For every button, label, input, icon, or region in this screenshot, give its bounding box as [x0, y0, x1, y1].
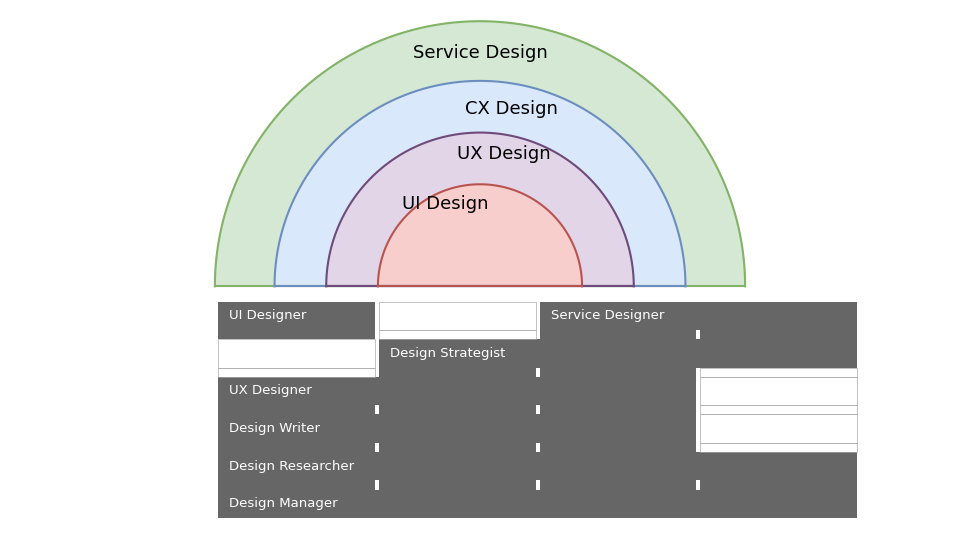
Bar	[218, 480, 374, 490]
Bar	[218, 368, 374, 377]
Bar	[378, 443, 536, 452]
Bar	[218, 339, 374, 368]
Bar	[218, 377, 697, 405]
Polygon shape	[326, 132, 634, 286]
Text: UX Design: UX Design	[457, 145, 551, 163]
Bar	[701, 377, 857, 405]
Polygon shape	[378, 184, 582, 286]
Bar	[378, 480, 536, 490]
Bar	[701, 414, 857, 443]
Bar	[378, 330, 536, 339]
Bar	[701, 480, 857, 490]
Text: Service Designer: Service Designer	[551, 309, 664, 322]
Bar	[540, 480, 697, 490]
Bar	[701, 330, 857, 339]
Text: Service Design: Service Design	[413, 44, 547, 62]
Bar	[701, 443, 857, 452]
Bar	[218, 490, 857, 518]
Text: CX Design: CX Design	[466, 100, 559, 118]
Bar	[540, 330, 697, 339]
Bar	[218, 414, 697, 443]
Bar	[701, 405, 857, 414]
Bar	[218, 405, 374, 414]
Bar	[701, 414, 857, 443]
Text: UI Designer: UI Designer	[229, 309, 307, 322]
Bar	[378, 368, 536, 377]
Text: Design Strategist: Design Strategist	[390, 347, 506, 360]
Bar	[540, 405, 697, 414]
Bar	[218, 368, 374, 377]
Text: Design Writer: Design Writer	[229, 422, 321, 435]
Bar	[701, 377, 857, 405]
Bar	[218, 330, 374, 339]
Bar	[701, 405, 857, 414]
Bar	[701, 443, 857, 452]
Text: UI Design: UI Design	[402, 195, 489, 213]
Polygon shape	[275, 81, 685, 286]
Polygon shape	[215, 21, 745, 286]
Text: Design Manager: Design Manager	[229, 497, 338, 510]
Bar	[378, 330, 536, 339]
Bar	[701, 368, 857, 377]
Bar	[378, 339, 857, 368]
Bar	[540, 443, 697, 452]
Bar	[540, 302, 857, 330]
Bar	[218, 339, 374, 368]
Bar	[218, 452, 857, 480]
Bar	[540, 368, 697, 377]
Bar	[378, 405, 536, 414]
Bar	[701, 368, 857, 377]
Text: UX Designer: UX Designer	[229, 384, 312, 397]
Text: Design Researcher: Design Researcher	[229, 460, 354, 472]
Bar	[378, 302, 536, 330]
Bar	[378, 302, 536, 330]
Bar	[218, 443, 374, 452]
Bar	[218, 302, 374, 330]
